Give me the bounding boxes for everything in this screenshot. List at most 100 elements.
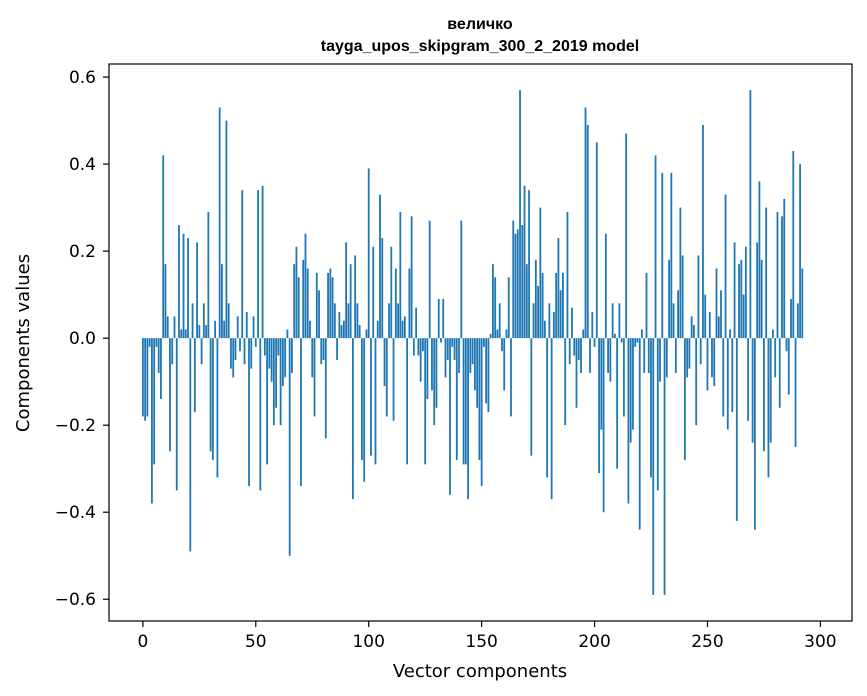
bar: [169, 338, 171, 452]
chart-subtitle: tayga_upos_skipgram_300_2_2019 model: [321, 38, 639, 55]
bar: [365, 329, 368, 339]
bar: [555, 272, 558, 339]
bar: [295, 246, 298, 339]
bar: [756, 242, 759, 339]
bar: [268, 338, 271, 369]
bar: [607, 338, 609, 373]
bar: [406, 338, 409, 465]
bar: [550, 338, 553, 500]
bar: [471, 338, 474, 365]
bar: [410, 216, 413, 339]
bar: [200, 338, 203, 365]
bar: [643, 338, 646, 373]
bar: [173, 316, 176, 339]
bar: [523, 185, 526, 339]
bar: [324, 338, 327, 439]
bar: [613, 333, 616, 339]
bar: [304, 233, 307, 339]
bar: [230, 338, 232, 369]
bar: [433, 338, 436, 426]
bar: [546, 338, 549, 478]
bar: [652, 338, 655, 595]
bar: [699, 338, 702, 365]
bar: [193, 338, 196, 413]
bar: [503, 338, 506, 391]
bar: [214, 320, 217, 339]
x-tick-label: 0: [137, 632, 148, 652]
bar: [275, 338, 278, 408]
bar: [726, 338, 729, 430]
y-axis: −0.6 −0.4 −0.2 0.0 0.2 0.4 0.6: [55, 68, 109, 610]
bar: [480, 338, 483, 487]
bar: [458, 338, 460, 373]
bar: [733, 242, 736, 339]
bar: [370, 338, 372, 456]
bar: [604, 233, 607, 339]
bar: [785, 338, 788, 352]
bar: [151, 338, 153, 504]
bar: [293, 264, 296, 339]
bar: [184, 329, 187, 339]
bar: [189, 338, 192, 552]
bar: [683, 338, 686, 460]
bar: [302, 259, 305, 339]
bar: [778, 338, 781, 408]
bar: [584, 107, 587, 339]
bar: [772, 329, 774, 339]
bar: [577, 338, 580, 360]
bar: [329, 268, 332, 339]
bar: [248, 338, 250, 487]
bar: [211, 338, 214, 460]
bar: [462, 338, 465, 465]
bar: [361, 338, 363, 460]
bar: [776, 211, 779, 339]
y-axis-label: Components values: [13, 254, 34, 432]
bar: [742, 294, 745, 339]
bar: [760, 259, 763, 339]
bar: [464, 338, 467, 465]
bar: [796, 303, 799, 339]
bar: [390, 246, 393, 339]
bar: [641, 329, 643, 339]
bar: [632, 338, 634, 430]
bar: [453, 338, 456, 360]
chart-title: величко: [447, 16, 513, 33]
bar: [297, 277, 300, 339]
bar: [769, 338, 772, 443]
bar: [227, 303, 230, 339]
bar-series: [141, 90, 804, 595]
bar: [164, 264, 167, 339]
bar: [568, 338, 571, 365]
bar: [422, 338, 424, 352]
bar: [514, 233, 517, 339]
bar: [279, 338, 282, 426]
bar: [747, 338, 750, 421]
bar: [435, 338, 438, 408]
bar: [408, 268, 411, 339]
y-tick-label: 0.4: [69, 155, 96, 175]
bar: [774, 338, 777, 378]
bar: [573, 338, 576, 356]
bar: [451, 338, 454, 347]
bar: [318, 290, 320, 339]
bar: [428, 220, 431, 339]
bar: [245, 312, 248, 339]
bar: [781, 216, 783, 339]
bar: [681, 255, 684, 339]
bar: [397, 303, 399, 339]
bar: [521, 225, 524, 339]
bar: [729, 329, 731, 339]
y-tick-label: −0.2: [55, 416, 96, 436]
bar: [679, 207, 682, 339]
bar: [309, 320, 311, 339]
bar: [239, 338, 241, 352]
bar: [469, 338, 472, 373]
bar: [564, 338, 567, 426]
bar: [300, 338, 302, 487]
bar: [543, 320, 546, 339]
bar: [690, 316, 693, 339]
bar: [417, 338, 420, 356]
bar: [218, 107, 221, 339]
bar: [602, 338, 605, 513]
bar: [363, 338, 366, 482]
